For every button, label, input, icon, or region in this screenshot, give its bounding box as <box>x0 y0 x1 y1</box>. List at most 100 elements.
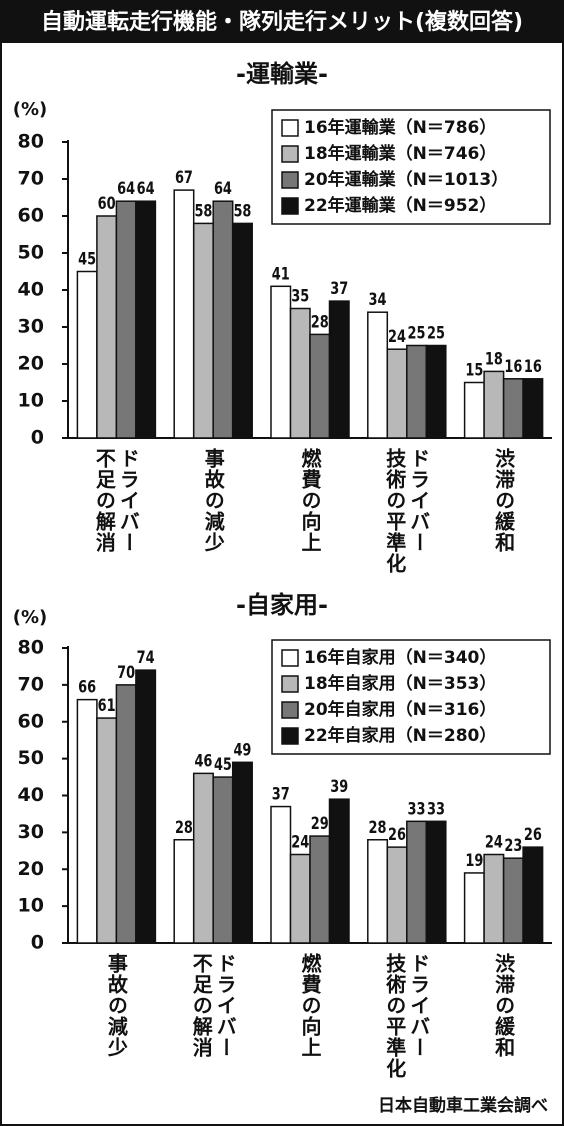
data-label: 25 <box>408 324 426 344</box>
data-label: 66 <box>78 678 96 698</box>
bar <box>212 200 234 439</box>
y-tick-label: 80 <box>18 131 44 153</box>
y-tick-label: 0 <box>31 427 44 449</box>
legend-swatch <box>281 675 299 693</box>
data-label: 29 <box>311 814 329 834</box>
y-tick-label: 40 <box>18 784 44 806</box>
bar <box>173 839 195 944</box>
x-tick-label: ドライバー 技術の平準化 <box>382 953 431 1079</box>
x-tick-label: 燃費の向上 <box>298 953 322 1058</box>
data-label: 58 <box>233 201 251 221</box>
data-label: 37 <box>330 279 348 299</box>
data-label: 16 <box>504 357 522 377</box>
x-tick-label: 渋滞の緩和 <box>491 448 516 553</box>
data-label: 58 <box>194 201 212 221</box>
data-label: 33 <box>427 799 445 819</box>
bar <box>406 344 428 439</box>
data-label: 60 <box>98 194 116 214</box>
y-tick-label: 50 <box>18 242 44 264</box>
legend-label: 22年運輸業（N＝952） <box>304 195 496 216</box>
x-tick-label: 燃費の向上 <box>298 448 322 553</box>
bar <box>135 669 157 944</box>
legend-label: 20年運輸業（N＝1013） <box>304 169 508 190</box>
y-axis-label: (%) <box>13 607 48 628</box>
y-tick-label: 20 <box>18 858 44 880</box>
data-label: 24 <box>388 327 406 347</box>
x-tick-label: 渋滞の緩和 <box>491 953 516 1058</box>
y-tick-label: 30 <box>18 316 44 338</box>
bar <box>522 846 544 944</box>
bar <box>328 300 350 439</box>
legend-swatch <box>281 701 299 719</box>
bar <box>463 872 485 944</box>
source: 日本自動車工業会調べ <box>378 1095 548 1116</box>
data-label: 28 <box>311 312 329 332</box>
data-label: 49 <box>233 740 251 760</box>
data-label: 19 <box>465 851 483 871</box>
data-label: 28 <box>369 818 387 838</box>
bar <box>270 805 292 944</box>
data-label: 15 <box>465 361 483 381</box>
bar <box>386 846 408 944</box>
y-tick-label: 10 <box>18 390 44 412</box>
bar <box>425 344 447 439</box>
bar <box>173 189 195 439</box>
bar <box>76 698 98 944</box>
legend-swatch <box>281 727 299 745</box>
x-tick-label: ドライバー 技術の平準化 <box>382 448 431 574</box>
bar <box>289 307 311 439</box>
y-axis-label: (%) <box>13 99 48 120</box>
legend-swatch <box>281 145 299 163</box>
data-label: 26 <box>388 825 406 845</box>
legend-swatch <box>281 119 299 137</box>
data-label: 26 <box>524 825 542 845</box>
bar <box>289 853 311 944</box>
legend-label: 20年自家用（N＝316） <box>304 699 496 720</box>
legend-swatch <box>281 171 299 189</box>
bar <box>502 378 524 439</box>
data-label: 67 <box>175 168 193 188</box>
y-tick-label: 30 <box>18 821 44 843</box>
y-tick-label: 70 <box>18 168 44 190</box>
data-label: 64 <box>117 179 135 199</box>
y-tick-label: 20 <box>18 353 44 375</box>
legend-swatch <box>281 649 299 667</box>
bar <box>115 684 137 944</box>
x-tick-label: 事故の減少 <box>201 448 226 553</box>
y-tick-label: 10 <box>18 895 44 917</box>
bar <box>135 200 157 439</box>
bar <box>96 717 118 944</box>
bar <box>231 761 253 944</box>
bar <box>270 285 292 439</box>
legend-box <box>271 639 551 755</box>
data-label: 39 <box>330 777 348 797</box>
bar <box>386 348 408 439</box>
data-label: 33 <box>408 799 426 819</box>
data-label: 23 <box>504 836 522 856</box>
bar <box>76 270 98 439</box>
y-tick-label: 60 <box>18 205 44 227</box>
legend-swatch <box>281 197 299 215</box>
data-label: 18 <box>485 349 503 369</box>
bar <box>212 776 234 944</box>
bar <box>502 857 524 944</box>
data-label: 70 <box>117 663 135 683</box>
bar <box>96 215 118 439</box>
data-label: 45 <box>78 250 96 270</box>
legend-label: 16年運輸業（N＝786） <box>304 117 496 138</box>
y-tick-label: 0 <box>31 932 44 954</box>
data-label: 41 <box>272 264 290 284</box>
data-label: 46 <box>194 751 212 771</box>
x-tick-label: ドライバー 不足の解消 <box>92 448 141 553</box>
legend-label: 16年自家用（N＝340） <box>304 647 496 668</box>
bar <box>309 835 331 944</box>
data-label: 28 <box>175 818 193 838</box>
legend-label: 22年自家用（N＝280） <box>304 725 496 746</box>
bar <box>367 311 389 439</box>
data-label: 64 <box>214 179 232 199</box>
legend-box <box>271 109 551 225</box>
bar <box>367 839 389 944</box>
bar <box>406 820 428 944</box>
